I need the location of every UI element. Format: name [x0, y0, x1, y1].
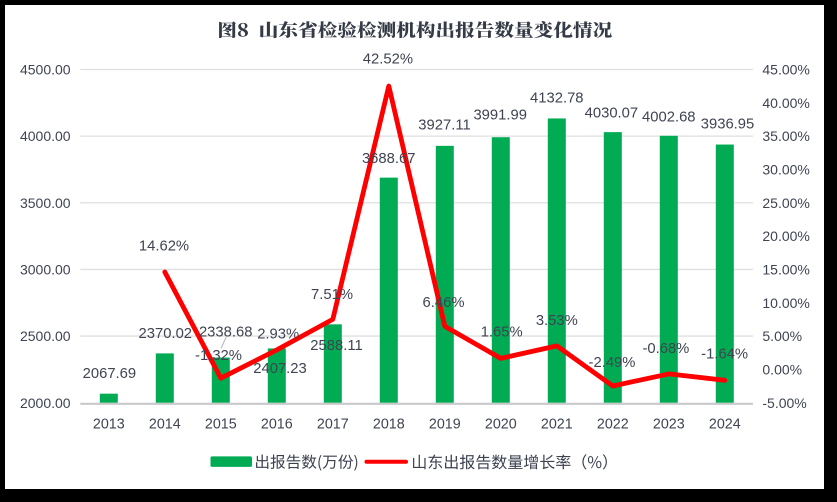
svg-text:4000.00: 4000.00 — [20, 128, 71, 144]
svg-text:2000.00: 2000.00 — [20, 395, 71, 411]
svg-text:2018: 2018 — [373, 417, 405, 433]
svg-text:2067.69: 2067.69 — [83, 366, 137, 382]
svg-text:4132.78: 4132.78 — [530, 91, 584, 107]
svg-text:2020: 2020 — [485, 417, 517, 433]
svg-text:2022: 2022 — [597, 417, 629, 433]
svg-text:4002.68: 4002.68 — [642, 109, 696, 125]
svg-text:2370.02: 2370.02 — [139, 326, 193, 342]
svg-text:-2.49%: -2.49% — [589, 355, 636, 371]
svg-text:2016: 2016 — [261, 417, 293, 433]
svg-text:0.00%: 0.00% — [762, 361, 802, 377]
svg-text:-1.32%: -1.32% — [195, 348, 242, 364]
svg-text:7.51%: 7.51% — [311, 287, 353, 303]
svg-text:2338.68: 2338.68 — [199, 325, 253, 341]
svg-text:3927.11: 3927.11 — [418, 118, 470, 134]
svg-text:42.52%: 42.52% — [363, 52, 413, 68]
svg-text:14.62%: 14.62% — [139, 239, 189, 255]
svg-text:-5.00%: -5.00% — [762, 395, 806, 411]
svg-text:2500.00: 2500.00 — [20, 328, 71, 344]
svg-text:2023: 2023 — [653, 417, 685, 433]
svg-text:1.65%: 1.65% — [481, 324, 523, 340]
svg-text:3688.67: 3688.67 — [362, 151, 416, 167]
svg-text:5.00%: 5.00% — [762, 328, 802, 344]
svg-text:4500.00: 4500.00 — [20, 62, 71, 78]
svg-text:35.00%: 35.00% — [762, 128, 809, 144]
svg-text:2013: 2013 — [93, 417, 125, 433]
svg-text:2024: 2024 — [709, 417, 741, 433]
svg-text:2.93%: 2.93% — [257, 327, 299, 343]
svg-text:3936.95: 3936.95 — [701, 117, 755, 133]
svg-text:-0.68%: -0.68% — [642, 341, 689, 357]
svg-text:2019: 2019 — [429, 417, 461, 433]
svg-text:25.00%: 25.00% — [762, 195, 809, 211]
svg-text:2407.23: 2407.23 — [253, 361, 307, 377]
svg-text:2588.11: 2588.11 — [310, 338, 362, 354]
svg-text:-1.64%: -1.64% — [701, 346, 748, 362]
svg-text:2021: 2021 — [541, 417, 573, 433]
svg-text:3.53%: 3.53% — [536, 313, 578, 329]
svg-text:3000.00: 3000.00 — [20, 262, 71, 278]
svg-text:10.00%: 10.00% — [762, 295, 809, 311]
svg-text:6.46%: 6.46% — [423, 295, 465, 311]
svg-text:40.00%: 40.00% — [762, 95, 809, 111]
svg-text:20.00%: 20.00% — [762, 228, 809, 244]
svg-text:3500.00: 3500.00 — [20, 195, 71, 211]
svg-text:15.00%: 15.00% — [762, 262, 809, 278]
svg-text:2014: 2014 — [149, 417, 181, 433]
svg-text:45.00%: 45.00% — [762, 62, 809, 78]
svg-text:4030.07: 4030.07 — [585, 105, 639, 121]
svg-text:2017: 2017 — [317, 417, 349, 433]
svg-text:3991.99: 3991.99 — [473, 108, 527, 124]
svg-text:2015: 2015 — [205, 417, 237, 433]
svg-text:30.00%: 30.00% — [762, 162, 809, 178]
